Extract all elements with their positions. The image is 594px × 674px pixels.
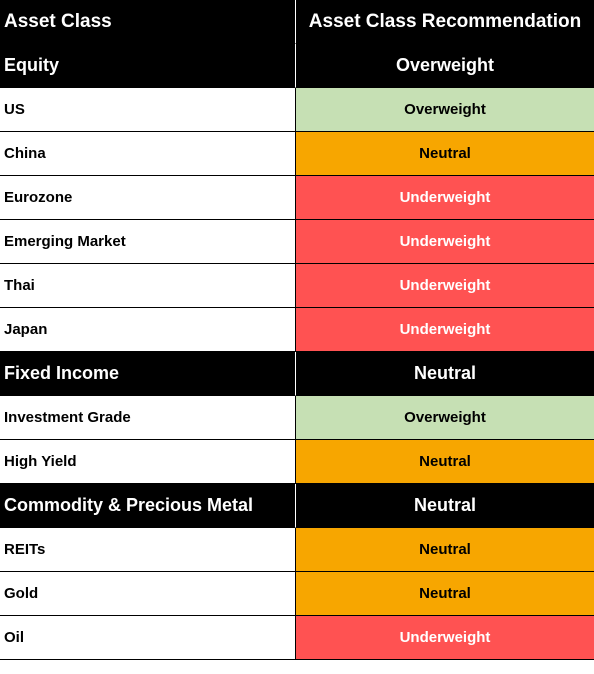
asset-label-japan: Japan <box>0 308 296 352</box>
recommendation-badge-thai: Underweight <box>296 264 594 308</box>
recommendation-badge-high-yield: Neutral <box>296 440 594 484</box>
asset-label-reits: REITs <box>0 528 296 572</box>
recommendation-badge-investment-grade: Overweight <box>296 396 594 440</box>
asset-label-emerging-market: Emerging Market <box>0 220 296 264</box>
recommendation-badge-japan: Underweight <box>296 308 594 352</box>
group-label-fixed-income: Fixed Income <box>0 352 296 396</box>
group-rec-fixed-income: Neutral <box>296 352 594 396</box>
asset-label-gold: Gold <box>0 572 296 616</box>
recommendation-table: Asset Class Asset Class Recommendation E… <box>0 0 594 660</box>
group-rec-commodity: Neutral <box>296 484 594 528</box>
header-recommendation: Asset Class Recommendation <box>296 0 594 44</box>
header-asset-class: Asset Class <box>0 0 296 44</box>
recommendation-badge-emerging-market: Underweight <box>296 220 594 264</box>
asset-label-eurozone: Eurozone <box>0 176 296 220</box>
group-label-equity: Equity <box>0 44 296 88</box>
recommendation-badge-us: Overweight <box>296 88 594 132</box>
recommendation-badge-reits: Neutral <box>296 528 594 572</box>
asset-label-us: US <box>0 88 296 132</box>
asset-label-thai: Thai <box>0 264 296 308</box>
asset-label-high-yield: High Yield <box>0 440 296 484</box>
group-label-commodity: Commodity & Precious Metal <box>0 484 296 528</box>
asset-label-oil: Oil <box>0 616 296 660</box>
asset-label-china: China <box>0 132 296 176</box>
asset-label-investment-grade: Investment Grade <box>0 396 296 440</box>
recommendation-badge-china: Neutral <box>296 132 594 176</box>
recommendation-badge-eurozone: Underweight <box>296 176 594 220</box>
recommendation-badge-oil: Underweight <box>296 616 594 660</box>
recommendation-badge-gold: Neutral <box>296 572 594 616</box>
group-rec-equity: Overweight <box>296 44 594 88</box>
